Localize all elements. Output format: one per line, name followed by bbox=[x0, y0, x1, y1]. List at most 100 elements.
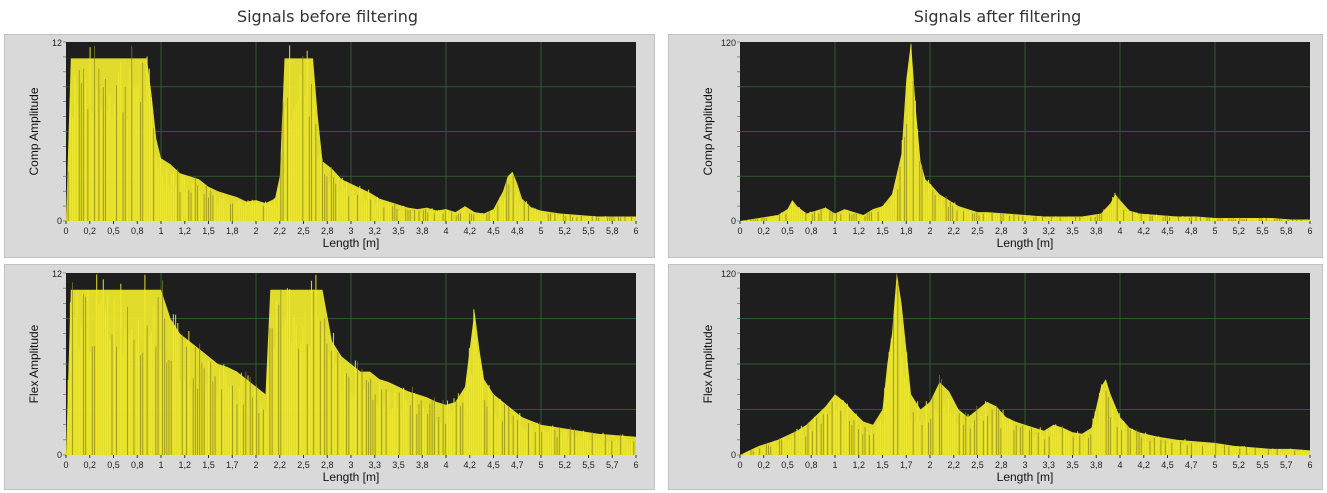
x-tick-label: 4 bbox=[1117, 226, 1122, 236]
x-tick-label: 4,8 bbox=[511, 226, 524, 236]
x-tick-label: 1,2 bbox=[178, 226, 191, 236]
x-tick-label: 0,5 bbox=[781, 226, 794, 236]
x-tick-label: 5,5 bbox=[582, 226, 595, 236]
x-tick-label: 3 bbox=[348, 460, 353, 470]
y-tick-label: 120 bbox=[721, 269, 736, 279]
x-tick-label: 2,2 bbox=[947, 226, 960, 236]
x-tick-label: 0,8 bbox=[131, 460, 144, 470]
x-tick-label: 5,7 bbox=[606, 460, 619, 470]
x-tick-label: 1 bbox=[832, 226, 837, 236]
x-tick-label: 4,5 bbox=[1161, 226, 1174, 236]
x-tick-label: 2,8 bbox=[321, 226, 334, 236]
x-tick-label: 3,2 bbox=[1042, 226, 1055, 236]
x-tick-label: 4,2 bbox=[1137, 460, 1150, 470]
y-axis-title: Flex Amplitude bbox=[27, 324, 41, 403]
x-tick-label: 4,5 bbox=[1161, 460, 1174, 470]
x-tick-label: 1 bbox=[158, 460, 163, 470]
x-tick-label: 4 bbox=[1117, 460, 1122, 470]
x-tick-label: 6 bbox=[1307, 460, 1312, 470]
x-tick-label: 4,5 bbox=[487, 226, 500, 236]
x-tick-label: 3,5 bbox=[392, 226, 405, 236]
x-tick-label: 4,2 bbox=[1137, 226, 1150, 236]
y-axis-title: Flex Amplitude bbox=[701, 324, 715, 403]
x-tick-label: 2,2 bbox=[947, 460, 960, 470]
x-tick-label: 2,8 bbox=[321, 460, 334, 470]
x-tick-label: 3,3 bbox=[1042, 460, 1055, 470]
x-tick-label: 3,5 bbox=[1066, 226, 1079, 236]
x-tick-label: 0,8 bbox=[805, 226, 818, 236]
y-tick-label: 0 bbox=[57, 216, 62, 226]
x-tick-label: 2,2 bbox=[273, 460, 286, 470]
x-tick-label: 3,8 bbox=[416, 226, 429, 236]
x-tick-label: 4,8 bbox=[1185, 226, 1198, 236]
x-tick-label: 3 bbox=[1022, 226, 1027, 236]
x-tick-label: 2,8 bbox=[995, 226, 1008, 236]
x-tick-label: 2,5 bbox=[971, 460, 984, 470]
x-tick-label: 1,5 bbox=[876, 226, 889, 236]
x-tick-label: 0,8 bbox=[131, 226, 144, 236]
x-tick-label: 3,8 bbox=[1090, 226, 1103, 236]
x-tick-label: 2 bbox=[927, 226, 932, 236]
x-tick-label: 5,2 bbox=[558, 460, 571, 470]
x-tick-label: 0 bbox=[737, 226, 742, 236]
x-tick-label: 4 bbox=[443, 226, 448, 236]
x-tick-label: 0 bbox=[63, 460, 68, 470]
x-tick-label: 0,2 bbox=[83, 460, 96, 470]
x-axis-title: Length [m] bbox=[997, 470, 1054, 484]
x-tick-label: 2 bbox=[253, 460, 258, 470]
x-tick-label: 5,7 bbox=[1280, 460, 1293, 470]
y-axis-title: Comp Amplitude bbox=[701, 87, 715, 175]
x-tick-label: 1,8 bbox=[900, 226, 913, 236]
x-tick-label: 3 bbox=[348, 226, 353, 236]
x-tick-label: 3 bbox=[1022, 460, 1027, 470]
x-tick-label: 5 bbox=[538, 226, 543, 236]
x-tick-label: 5,5 bbox=[1256, 226, 1269, 236]
x-tick-label: 4 bbox=[443, 460, 448, 470]
y-tick-label: 0 bbox=[731, 450, 736, 460]
x-tick-label: 5,5 bbox=[582, 460, 595, 470]
x-tick-label: 0,2 bbox=[83, 226, 96, 236]
x-tick-label: 2,2 bbox=[273, 226, 286, 236]
x-tick-label: 0,8 bbox=[805, 460, 818, 470]
x-tick-label: 5,8 bbox=[1280, 226, 1293, 236]
x-tick-label: 4,7 bbox=[511, 460, 524, 470]
x-tick-label: 6 bbox=[633, 460, 638, 470]
x-tick-label: 1,7 bbox=[226, 460, 239, 470]
x-tick-label: 2,5 bbox=[971, 226, 984, 236]
x-tick-label: 5,2 bbox=[558, 226, 571, 236]
x-tick-label: 4,5 bbox=[487, 460, 500, 470]
x-tick-label: 5 bbox=[538, 460, 543, 470]
x-tick-label: 1,5 bbox=[876, 460, 889, 470]
x-tick-label: 0 bbox=[737, 460, 742, 470]
x-tick-label: 1,2 bbox=[852, 226, 865, 236]
x-tick-label: 1 bbox=[158, 226, 163, 236]
y-tick-label: 0 bbox=[731, 216, 736, 226]
x-tick-label: 1,8 bbox=[226, 226, 239, 236]
left-section-title: Signals before filtering bbox=[236, 7, 419, 26]
x-tick-label: 6 bbox=[1307, 226, 1312, 236]
x-tick-label: 2 bbox=[927, 460, 932, 470]
signal-area bbox=[740, 273, 1310, 455]
y-tick-label: 12 bbox=[52, 38, 62, 48]
x-tick-label: 3,8 bbox=[416, 460, 429, 470]
x-tick-label: 2,5 bbox=[297, 460, 310, 470]
x-tick-label: 1,2 bbox=[852, 460, 865, 470]
x-tick-label: 2 bbox=[253, 226, 258, 236]
x-tick-label: 3,5 bbox=[392, 460, 405, 470]
x-tick-label: 1,2 bbox=[178, 460, 191, 470]
y-tick-label: 0 bbox=[57, 450, 62, 460]
y-axis-title: Comp Amplitude bbox=[27, 87, 41, 175]
x-tick-label: 5,8 bbox=[606, 226, 619, 236]
x-tick-label: 1 bbox=[832, 460, 837, 470]
x-tick-label: 3,5 bbox=[1066, 460, 1079, 470]
x-tick-label: 5 bbox=[1212, 460, 1217, 470]
x-tick-label: 5,2 bbox=[1232, 226, 1245, 236]
y-tick-label: 120 bbox=[721, 38, 736, 48]
x-tick-label: 6 bbox=[633, 226, 638, 236]
x-axis-title: Length [m] bbox=[323, 470, 380, 484]
x-tick-label: 3,8 bbox=[1090, 460, 1103, 470]
x-tick-label: 1,5 bbox=[202, 226, 215, 236]
x-tick-label: 4,2 bbox=[463, 460, 476, 470]
y-tick-label: 12 bbox=[52, 269, 62, 279]
